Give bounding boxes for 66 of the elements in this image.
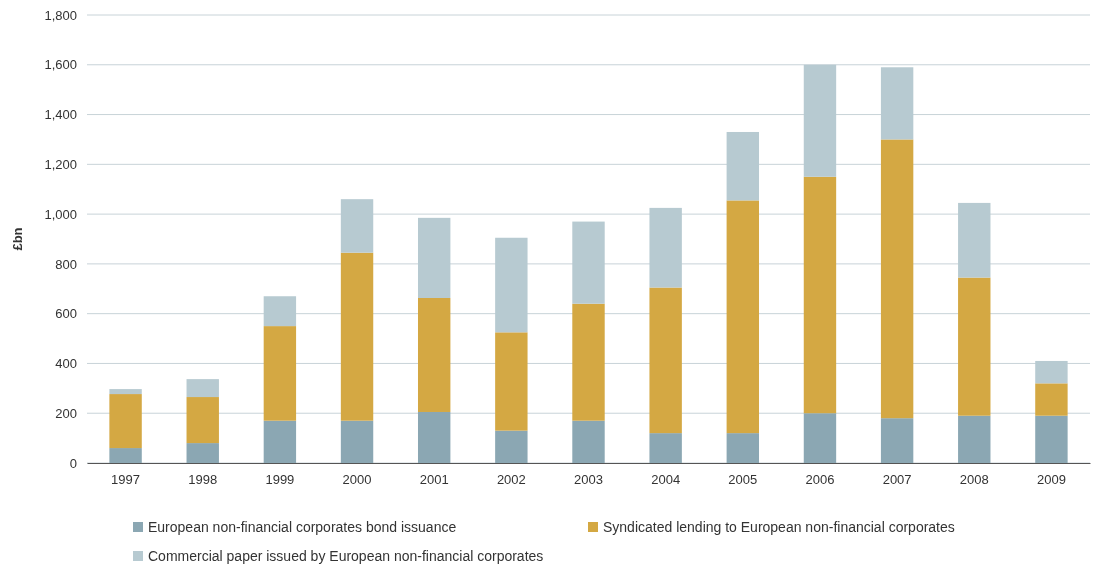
legend-label: Syndicated lending to European non-financial corporates [603, 519, 955, 535]
bar [417, 217, 451, 298]
x-tick-label: 2002 [496, 472, 526, 488]
bar [263, 420, 297, 463]
bar [880, 139, 914, 419]
y-tick-label: 200 [55, 405, 77, 421]
x-tick-label: 2001 [419, 472, 449, 488]
y-tick-label: 600 [55, 306, 77, 322]
bar [417, 297, 451, 412]
bar [880, 67, 914, 140]
bar [1035, 383, 1068, 416]
x-tick-label: 2003 [574, 472, 603, 488]
bar [572, 303, 605, 421]
y-tick-label: 1,000 [44, 206, 77, 222]
bar [186, 379, 219, 398]
x-tick-label: 2004 [651, 472, 681, 488]
bar [649, 207, 682, 288]
bar [649, 433, 682, 463]
x-tick-label: 2000 [342, 472, 372, 488]
y-axis-title: £bn [10, 227, 25, 251]
bar [495, 332, 528, 431]
y-tick-label: 1,600 [44, 57, 77, 73]
bar [726, 131, 760, 201]
y-tick-label: 0 [69, 455, 77, 471]
bar [186, 443, 219, 463]
bar [803, 176, 837, 414]
bar [803, 64, 837, 177]
bar [726, 433, 760, 463]
bar [958, 415, 991, 463]
bar [572, 221, 605, 304]
y-tick-label: 400 [55, 356, 77, 372]
x-tick-label: 2009 [1036, 472, 1066, 488]
bar [726, 200, 760, 434]
bar [340, 199, 374, 253]
y-tick-label: 1,800 [44, 7, 77, 23]
bar [263, 326, 297, 421]
legend-label: European non-financial corporates bond issuance [148, 519, 457, 535]
bar [803, 413, 837, 463]
bar [572, 420, 605, 463]
bar [109, 448, 142, 463]
x-tick-label: 2007 [882, 472, 912, 488]
x-tick-label: 2008 [959, 472, 989, 488]
legend-label: Commercial paper issued by European non-financial corporates [148, 548, 544, 564]
x-tick-label: 1997 [111, 472, 141, 488]
x-tick-label: 1999 [265, 472, 295, 488]
bar [958, 277, 991, 416]
bar [649, 287, 682, 434]
x-tick-label: 2005 [728, 472, 758, 488]
bar [495, 430, 528, 463]
y-tick-label: 800 [55, 256, 77, 272]
x-tick-label: 2006 [805, 472, 835, 488]
bar [1035, 415, 1068, 463]
bar [186, 397, 219, 444]
bar [1035, 360, 1068, 384]
bar [109, 389, 142, 395]
y-tick-label: 1,200 [44, 156, 77, 172]
bar [109, 394, 142, 449]
bar [880, 418, 914, 463]
bar [417, 411, 451, 463]
bar [340, 252, 374, 421]
bar [340, 420, 374, 463]
x-tick-label: 1998 [188, 472, 218, 488]
bar [263, 296, 297, 327]
y-tick-label: 1,400 [44, 107, 77, 123]
bar [958, 202, 991, 278]
bar [495, 237, 528, 333]
